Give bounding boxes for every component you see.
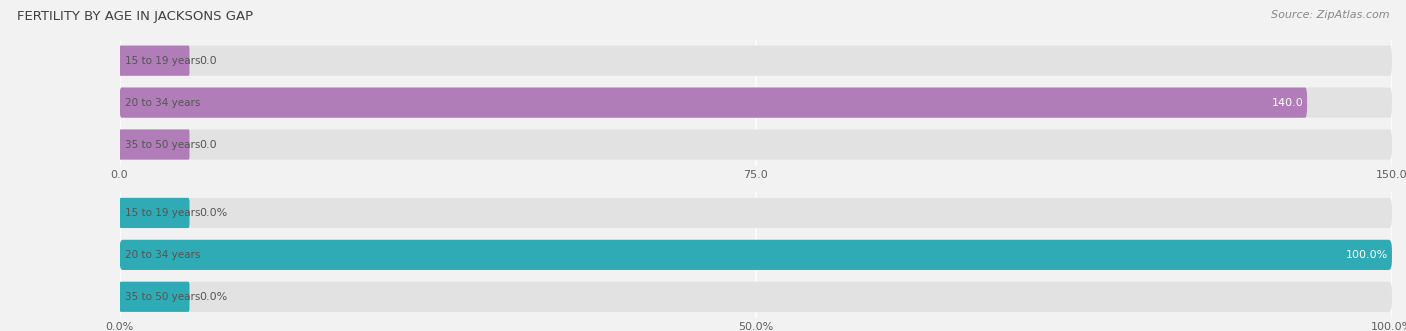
FancyBboxPatch shape [120,129,1392,160]
Text: 35 to 50 years: 35 to 50 years [125,140,200,150]
FancyBboxPatch shape [120,282,1392,312]
FancyBboxPatch shape [120,282,190,312]
Text: FERTILITY BY AGE IN JACKSONS GAP: FERTILITY BY AGE IN JACKSONS GAP [17,10,253,23]
FancyBboxPatch shape [120,87,1308,118]
Text: 0.0: 0.0 [200,56,218,66]
Text: 0.0%: 0.0% [200,292,228,302]
FancyBboxPatch shape [120,46,190,76]
Text: 15 to 19 years: 15 to 19 years [125,56,200,66]
Text: 0.0: 0.0 [200,140,218,150]
Text: 100.0%: 100.0% [1346,250,1388,260]
FancyBboxPatch shape [120,198,190,228]
FancyBboxPatch shape [120,129,190,160]
Text: Source: ZipAtlas.com: Source: ZipAtlas.com [1271,10,1389,20]
Text: 35 to 50 years: 35 to 50 years [125,292,200,302]
Text: 20 to 34 years: 20 to 34 years [125,250,200,260]
FancyBboxPatch shape [120,198,1392,228]
FancyBboxPatch shape [120,87,1392,118]
FancyBboxPatch shape [120,46,1392,76]
Text: 15 to 19 years: 15 to 19 years [125,208,200,218]
Text: 140.0: 140.0 [1271,98,1303,108]
Text: 20 to 34 years: 20 to 34 years [125,98,200,108]
Text: 0.0%: 0.0% [200,208,228,218]
FancyBboxPatch shape [120,240,1392,270]
FancyBboxPatch shape [120,240,1392,270]
